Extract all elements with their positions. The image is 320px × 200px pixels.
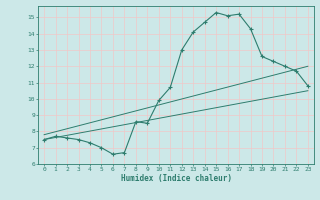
X-axis label: Humidex (Indice chaleur): Humidex (Indice chaleur) xyxy=(121,174,231,183)
